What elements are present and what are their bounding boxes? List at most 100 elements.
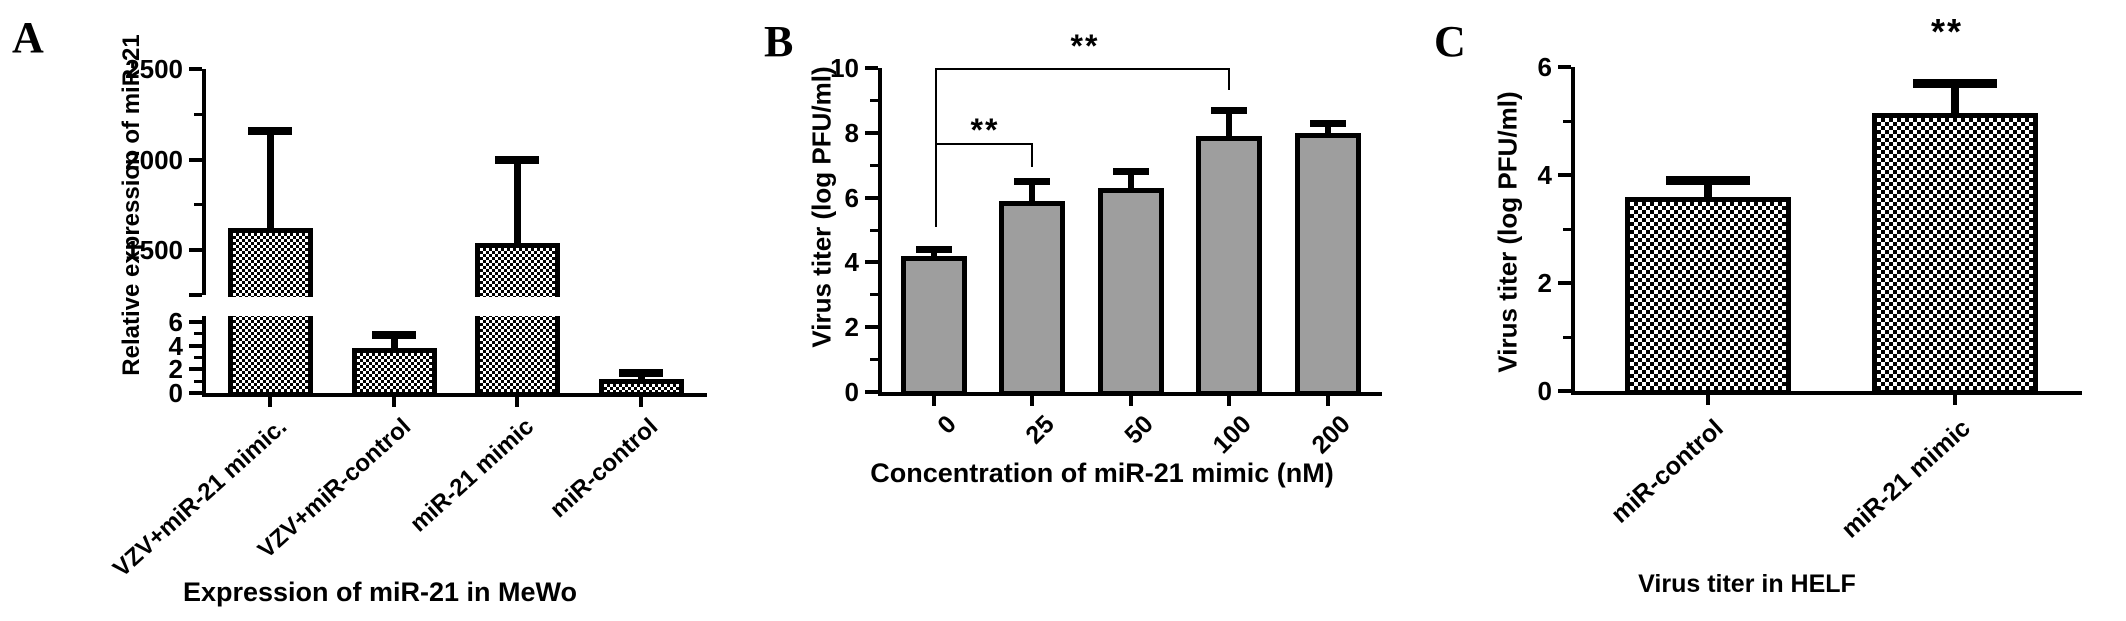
panel-b-error-stem bbox=[1029, 181, 1035, 205]
significance-stars: ** bbox=[1070, 28, 1100, 64]
y-axis-c-tick-label: 0 bbox=[1537, 376, 1552, 406]
panel-a-error-stem bbox=[266, 130, 274, 233]
y-axis-a-tick-label: 4 bbox=[168, 330, 183, 361]
y-axis-c-minor-tick bbox=[1563, 335, 1571, 339]
y-axis-a-minor-tick bbox=[194, 379, 202, 383]
y-axis-a-major-tick bbox=[189, 248, 202, 252]
y-axis-a-tick-label: 2 bbox=[168, 354, 183, 385]
y-axis-a-break-end-tick bbox=[189, 293, 202, 298]
x-axis-c-baseline bbox=[1571, 391, 2082, 395]
y-axis-a-minor-tick bbox=[194, 356, 202, 359]
y-axis-a-tick-label: 6 bbox=[168, 307, 183, 337]
y-axis-a-tick-label: 2000 bbox=[125, 144, 183, 175]
y-axis-c-tick-label: 6 bbox=[1537, 52, 1552, 82]
y-axis-b-tick-label: 4 bbox=[844, 247, 859, 278]
y-axis-b-major-tick bbox=[865, 66, 878, 70]
panel-label-c: C bbox=[1434, 17, 1466, 66]
y-axis-b-tick-label: 10 bbox=[830, 53, 859, 83]
x-axis-title-b: Concentration of miR-21 mimic (nM) bbox=[870, 458, 1334, 488]
panel-b-bar bbox=[1196, 136, 1262, 396]
y-axis-a-tick-label: 0 bbox=[168, 378, 183, 408]
panel-c-error-stem bbox=[1704, 180, 1712, 201]
y-axis-b-major-tick bbox=[865, 195, 878, 200]
y-axis-b-minor-tick bbox=[870, 98, 878, 102]
significance-bracket-leg bbox=[1228, 68, 1230, 90]
significance-bracket bbox=[935, 143, 1031, 145]
y-axis-a-lower-line bbox=[202, 316, 206, 397]
x-axis-a-baseline bbox=[202, 393, 707, 397]
y-axis-a-major-tick bbox=[189, 320, 202, 324]
panel-b-error-cap bbox=[1211, 106, 1247, 114]
y-axis-a-upper-line bbox=[202, 69, 206, 295]
y-axis-b-minor-tick bbox=[870, 293, 878, 297]
y-axis-b-minor-tick bbox=[870, 163, 878, 167]
y-axis-b-major-tick bbox=[865, 260, 878, 265]
y-axis-a-major-tick bbox=[189, 367, 202, 372]
panel-c-x-tick bbox=[1706, 395, 1710, 405]
significance-stars: ** bbox=[1930, 11, 1964, 52]
y-axis-b-minor-tick bbox=[870, 228, 878, 232]
panel-c-x-tick bbox=[1953, 395, 1957, 405]
panel-b-category-label: 0 bbox=[932, 410, 962, 440]
y-axis-b-major-tick bbox=[865, 325, 878, 330]
y-axis-b-tick-label: 2 bbox=[844, 312, 859, 343]
y-axis-c-line bbox=[1571, 67, 1575, 395]
panel-a-error-cap bbox=[248, 126, 292, 135]
panel-a-error-stem bbox=[637, 372, 645, 383]
panel-b-error-cap bbox=[1113, 168, 1149, 176]
panel-a-error-cap bbox=[495, 155, 539, 164]
significance-bracket bbox=[935, 68, 1228, 70]
y-axis-b-minor-tick bbox=[870, 358, 878, 362]
y-axis-a-minor-tick bbox=[194, 332, 202, 336]
y-axis-c-minor-tick bbox=[1563, 119, 1571, 123]
y-axis-c-major-tick bbox=[1558, 389, 1571, 393]
y-axis-c-major-tick bbox=[1558, 173, 1571, 177]
y-axis-b-major-tick bbox=[865, 390, 878, 394]
panel-b-error-stem bbox=[1128, 171, 1134, 192]
y-axis-a-major-tick bbox=[189, 391, 202, 395]
y-axis-a-major-tick bbox=[189, 343, 202, 348]
panel-b-x-tick bbox=[1129, 396, 1133, 406]
panel-a-bar bbox=[598, 378, 684, 397]
panel-label-b: B bbox=[764, 17, 794, 66]
y-axis-a-tick-label: 2500 bbox=[125, 54, 183, 84]
panel-b-error-stem bbox=[1325, 123, 1331, 137]
y-axis-c-tick-label: 2 bbox=[1537, 268, 1552, 298]
y-axis-b-tick-label: 8 bbox=[844, 117, 859, 148]
panel-b-error-cap bbox=[916, 245, 952, 253]
axis-break-band-a bbox=[206, 297, 707, 316]
panel-b-bar bbox=[999, 200, 1065, 396]
panel-c-bar bbox=[1625, 196, 1791, 395]
panel-a-error-stem bbox=[390, 335, 398, 353]
y-axis-b-line bbox=[878, 68, 882, 396]
panel-a-error-stem bbox=[513, 159, 521, 247]
panel-b-bar bbox=[1098, 187, 1164, 396]
y-axis-a-minor-tick bbox=[194, 203, 202, 207]
y-axis-b-tick-label: 0 bbox=[844, 377, 859, 407]
panel-b-bar bbox=[901, 255, 967, 396]
y-axis-a-tick-label: 1500 bbox=[125, 235, 183, 265]
panel-b-error-stem bbox=[931, 249, 937, 260]
y-axis-c-major-tick bbox=[1558, 65, 1571, 69]
y-axis-a-minor-tick bbox=[194, 112, 202, 116]
panel-a-x-tick bbox=[639, 397, 643, 407]
significance-stars: ** bbox=[970, 112, 1000, 148]
panel-label-a: A bbox=[12, 13, 44, 62]
panel-c-bar bbox=[1872, 112, 2038, 395]
panel-b-error-cap bbox=[1014, 177, 1050, 185]
panel-a-x-tick bbox=[515, 397, 519, 407]
panel-c-error-cap bbox=[1666, 175, 1750, 185]
panel-b-bar bbox=[1295, 132, 1361, 396]
panel-a-error-cap bbox=[372, 331, 416, 340]
y-axis-a-major-tick bbox=[189, 67, 202, 71]
panel-b-x-tick bbox=[1326, 396, 1330, 406]
x-axis-title-a: Expression of miR-21 in MeWo bbox=[182, 577, 578, 607]
significance-bracket-leg bbox=[935, 68, 937, 227]
y-axis-c-major-tick bbox=[1558, 281, 1571, 285]
panel-a-error-cap bbox=[619, 368, 663, 377]
panel-c-error-cap bbox=[1913, 78, 1997, 88]
panel-b-x-tick bbox=[1030, 396, 1034, 406]
y-axis-c-tick-label: 4 bbox=[1537, 160, 1552, 190]
panel-b-error-cap bbox=[1310, 119, 1346, 127]
